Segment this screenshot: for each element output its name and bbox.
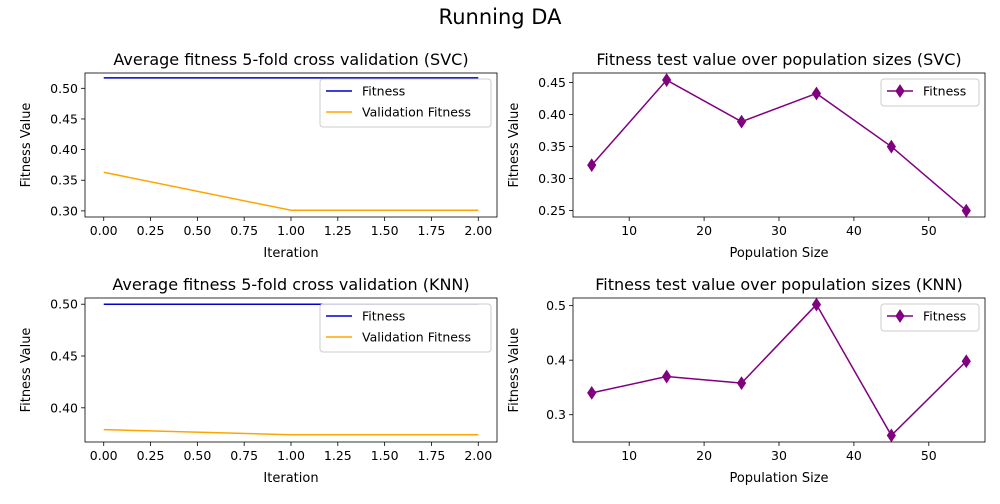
y-tick-label: 0.5	[546, 298, 566, 313]
legend-box	[880, 303, 980, 332]
y-tick-label: 0.25	[538, 203, 566, 218]
x-tick-label: 0.00	[90, 448, 118, 463]
legend-marker	[895, 84, 905, 98]
chart-title: Fitness test value over population sizes…	[596, 50, 961, 69]
x-tick-label: 1.50	[371, 448, 399, 463]
legend: Fitness Validation Fitness	[319, 303, 492, 353]
legend: Fitness	[880, 303, 980, 332]
series-line-2	[103, 428, 479, 436]
x-tick-label: 0.25	[137, 223, 165, 238]
chart-title: Average fitness 5-fold cross validation …	[113, 50, 468, 69]
x-tick-label: 40	[846, 448, 862, 463]
x-tick-label: 1.25	[324, 223, 352, 238]
x-tick-label: 40	[846, 223, 862, 238]
legend-box	[319, 78, 492, 128]
y-tick-label: 0.45	[538, 75, 566, 90]
data-point	[811, 86, 822, 101]
y-tick-label: 0.40	[50, 142, 78, 157]
data-point	[587, 386, 597, 400]
data-point	[886, 139, 896, 154]
y-axis-label: Fitness Value	[19, 328, 34, 413]
legend-label: Validation Fitness	[362, 105, 471, 120]
legend-label: Fitness	[362, 84, 405, 99]
legend-marker	[895, 309, 905, 323]
y-tick-label: 0.30	[538, 171, 566, 186]
x-tick-label: 0.50	[183, 448, 211, 463]
legend: Fitness	[880, 78, 980, 107]
x-tick-label: 1.75	[418, 448, 446, 463]
figure-title: Running DA	[438, 5, 562, 29]
x-axis-label: Population Size	[729, 471, 828, 486]
x-tick-label: 20	[696, 223, 712, 238]
x-axis-label: Iteration	[263, 246, 318, 261]
x-tick-label: 2.00	[464, 223, 492, 238]
y-axis-label: Fitness Value	[19, 103, 34, 188]
x-tick-label: 30	[771, 223, 787, 238]
y-tick-label: 0.50	[50, 297, 78, 312]
y-tick-label: 0.50	[50, 81, 78, 96]
y-tick-label: 0.45	[50, 111, 78, 126]
series-line-1	[591, 79, 967, 212]
x-tick-label: 1.75	[418, 223, 446, 238]
data-point	[587, 158, 597, 173]
y-tick-label: 0.40	[50, 400, 78, 415]
legend-label: Fitness	[923, 309, 966, 324]
x-tick-label: 1.00	[277, 448, 305, 463]
legend-box	[319, 303, 492, 353]
legend-label: Fitness	[923, 84, 966, 99]
series-line-1	[591, 303, 967, 437]
data-point	[961, 354, 971, 369]
data-point	[736, 114, 747, 129]
data-point	[662, 73, 672, 87]
y-axis-label: Fitness Value	[507, 328, 522, 413]
chart-title: Fitness test value over population sizes…	[595, 275, 962, 294]
data-point	[736, 376, 747, 390]
y-axis-label: Fitness Value	[507, 103, 522, 188]
chart-panel-1: Average fitness 5-fold cross validation …	[19, 50, 498, 261]
y-tick-label: 0.30	[50, 203, 78, 218]
x-axis-label: Population Size	[729, 246, 828, 261]
data-point	[662, 369, 672, 384]
y-tick-label: 0.45	[50, 349, 78, 364]
x-tick-label: 1.25	[324, 448, 352, 463]
y-tick-label: 0.3	[546, 407, 566, 422]
y-tick-label: 0.4	[546, 353, 566, 368]
x-tick-label: 50	[921, 223, 937, 238]
data-point	[961, 203, 971, 218]
x-tick-label: 30	[771, 448, 787, 463]
y-tick-label: 0.40	[538, 107, 566, 122]
x-tick-label: 10	[621, 223, 637, 238]
chart-panel-3: Average fitness 5-fold cross validation …	[19, 275, 498, 486]
legend-label: Validation Fitness	[362, 330, 471, 345]
x-tick-label: 20	[696, 448, 712, 463]
x-tick-label: 0.00	[90, 223, 118, 238]
chart-panel-2: Fitness test value over population sizes…	[507, 50, 986, 261]
series-line-2	[103, 171, 479, 212]
x-tick-label: 2.00	[464, 448, 492, 463]
data-point	[811, 297, 822, 312]
legend-box	[880, 78, 980, 107]
x-tick-label: 50	[921, 448, 937, 463]
x-tick-label: 0.75	[230, 448, 258, 463]
x-tick-label: 0.50	[183, 223, 211, 238]
x-tick-label: 1.00	[277, 223, 305, 238]
x-tick-label: 10	[621, 448, 637, 463]
data-point	[886, 428, 896, 443]
legend: Fitness Validation Fitness	[319, 78, 492, 128]
x-tick-label: 0.75	[230, 223, 258, 238]
chart-panel-4: Fitness test value over population sizes…	[507, 275, 986, 486]
x-tick-label: 1.50	[371, 223, 399, 238]
x-tick-label: 0.25	[137, 448, 165, 463]
y-tick-label: 0.35	[538, 139, 566, 154]
legend-label: Fitness	[362, 309, 405, 324]
y-tick-label: 0.35	[50, 173, 78, 188]
chart-title: Average fitness 5-fold cross validation …	[112, 275, 469, 294]
x-axis-label: Iteration	[263, 471, 318, 486]
